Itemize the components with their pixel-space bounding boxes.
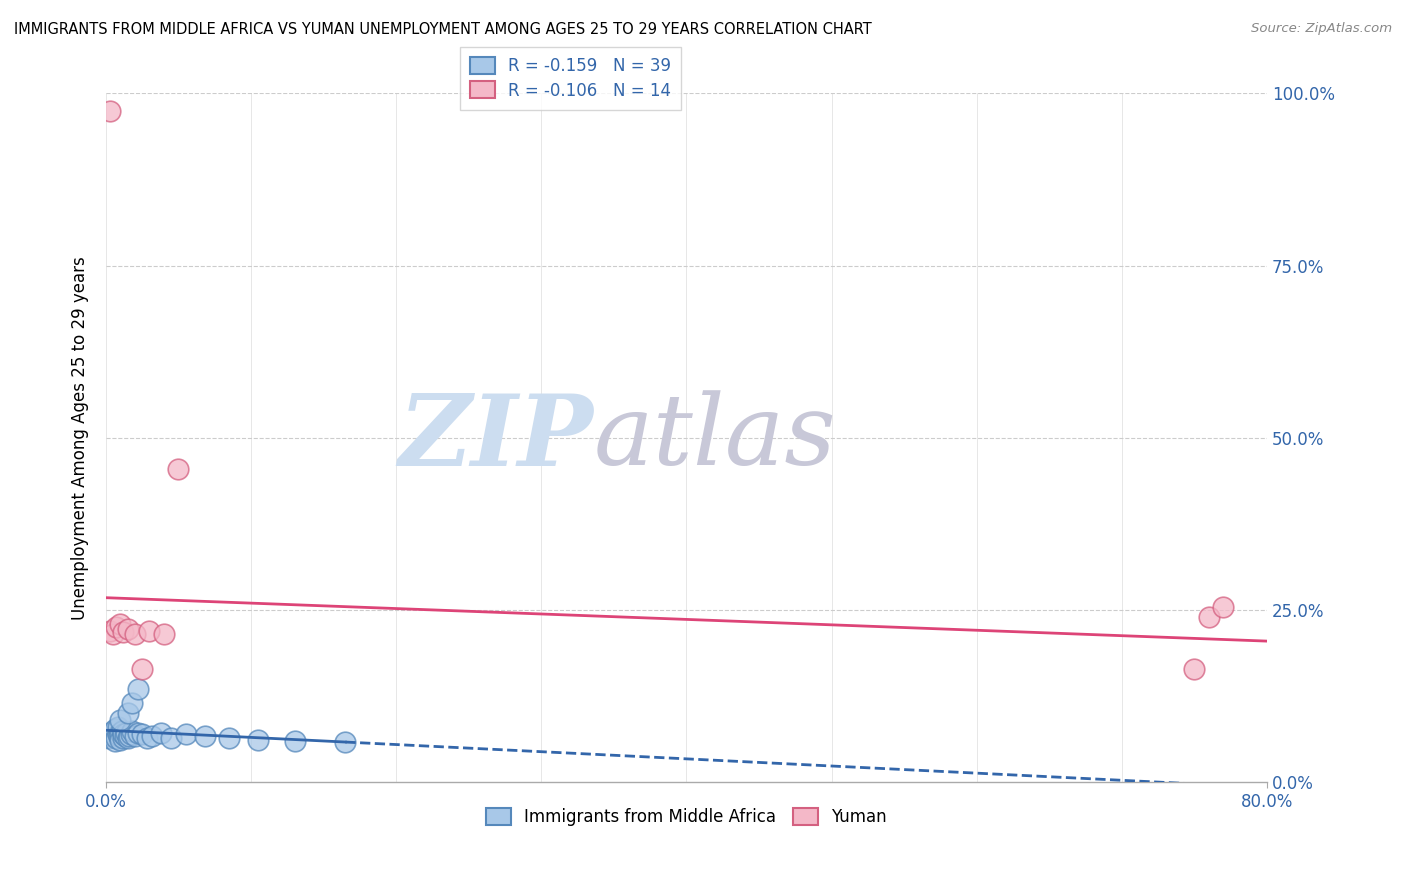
Point — [135, 731, 157, 745]
Point — [141, 729, 163, 743]
Point — [101, 723, 124, 738]
Point — [98, 624, 121, 638]
Point — [218, 731, 240, 745]
Point — [124, 729, 146, 743]
Point — [124, 627, 146, 641]
Point — [107, 727, 129, 741]
Point — [101, 627, 124, 641]
Point — [117, 731, 139, 745]
Point — [105, 620, 128, 634]
Point — [98, 727, 121, 741]
Point — [104, 722, 127, 736]
Point — [114, 729, 136, 743]
Point — [112, 727, 135, 741]
Point — [150, 725, 173, 739]
Point — [101, 725, 124, 739]
Point — [121, 723, 143, 738]
Point — [1198, 610, 1220, 624]
Point — [115, 725, 138, 739]
Point — [111, 723, 134, 738]
Point — [117, 623, 139, 637]
Point — [110, 714, 132, 728]
Point — [118, 729, 141, 743]
Point — [160, 731, 183, 745]
Point — [167, 462, 190, 476]
Point — [127, 725, 149, 739]
Point — [284, 734, 307, 748]
Point — [107, 720, 129, 734]
Point — [117, 706, 139, 721]
Point — [100, 729, 122, 743]
Point — [97, 731, 120, 745]
Text: Source: ZipAtlas.com: Source: ZipAtlas.com — [1251, 22, 1392, 36]
Point — [194, 729, 217, 743]
Point — [335, 735, 357, 749]
Point — [110, 725, 132, 739]
Point — [110, 616, 132, 631]
Point — [108, 729, 131, 743]
Text: ZIP: ZIP — [398, 390, 593, 486]
Text: IMMIGRANTS FROM MIDDLE AFRICA VS YUMAN UNEMPLOYMENT AMONG AGES 25 TO 29 YEARS CO: IMMIGRANTS FROM MIDDLE AFRICA VS YUMAN U… — [14, 22, 872, 37]
Point — [131, 662, 153, 676]
Point — [120, 727, 142, 741]
Point — [105, 731, 128, 745]
Point — [131, 727, 153, 741]
Point — [1212, 599, 1234, 614]
Legend: Immigrants from Middle Africa, Yuman: Immigrants from Middle Africa, Yuman — [479, 801, 894, 832]
Y-axis label: Unemployment Among Ages 25 to 29 years: Unemployment Among Ages 25 to 29 years — [72, 256, 89, 620]
Point — [138, 624, 160, 638]
Point — [174, 727, 197, 741]
Point — [153, 627, 176, 641]
Point — [1182, 662, 1205, 676]
Text: atlas: atlas — [593, 390, 837, 485]
Point — [121, 696, 143, 710]
Point — [98, 103, 121, 118]
Point — [110, 732, 132, 747]
Point — [112, 731, 135, 745]
Point — [112, 625, 135, 640]
Point — [127, 682, 149, 697]
Point — [247, 732, 270, 747]
Point — [104, 734, 127, 748]
